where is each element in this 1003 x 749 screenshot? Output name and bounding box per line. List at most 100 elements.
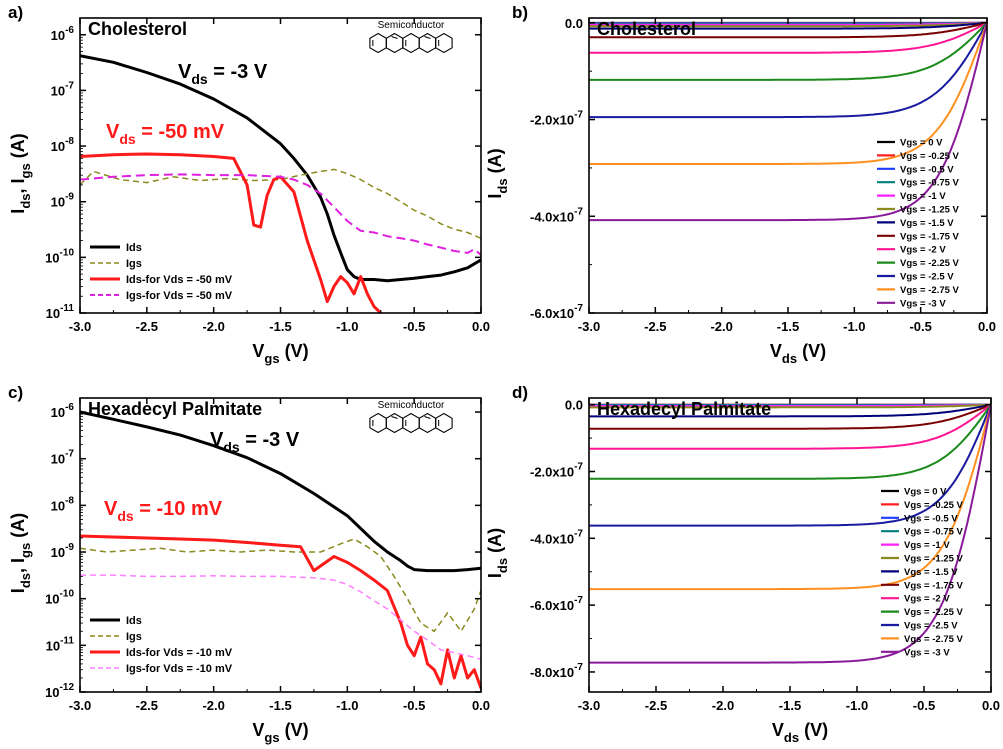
legend-label: Vgs = -3 V: [904, 647, 950, 658]
y-tick-base: -2.0x10: [530, 465, 574, 480]
iv-curve-9: [589, 403, 991, 480]
y-tick-exponent: -9: [65, 542, 74, 553]
x-tick-label: -3.0: [69, 319, 91, 334]
legend-label: Vgs = -0.25 V: [900, 151, 960, 162]
iv-curve-4: [589, 403, 991, 407]
annot-main: V: [104, 498, 118, 520]
iv-curve-7: [589, 403, 991, 430]
panel-letter: b): [512, 3, 528, 22]
x-tick-label: -2.5: [136, 319, 158, 334]
y-tick-exponent: -7: [574, 528, 583, 539]
legend-label: Vgs = -1.5 V: [904, 567, 958, 578]
annot-sub: ds: [191, 71, 208, 87]
annot-sub: ds: [117, 508, 134, 524]
x-tick-label: -3.0: [578, 698, 600, 713]
semiconductor-label: Semiconductor: [378, 400, 445, 411]
y-tick-base: 0.0: [565, 16, 583, 31]
annot-main: V: [210, 429, 224, 451]
x-tick-label: -1.5: [269, 319, 291, 334]
y-title-bsub: gs: [18, 543, 33, 558]
y-tick-exponent: -7: [574, 462, 583, 473]
y-tick-label: 10-10: [45, 247, 74, 265]
x-tick-label: -0.5: [909, 319, 931, 334]
x-tick-label: -1.0: [336, 698, 358, 713]
y-tick-exponent: -8: [65, 495, 74, 506]
ring: [418, 32, 437, 54]
panel-letter: a): [8, 3, 23, 22]
x-title-main: V: [252, 341, 264, 361]
y-tick-label: 10-11: [46, 635, 75, 653]
legend-label: Vgs = -0.25 V: [904, 500, 964, 511]
pentacene-structure-icon: [369, 412, 453, 434]
legend-label: Ids: [126, 615, 142, 627]
y-tick-exponent: -10: [60, 589, 75, 600]
x-axis-title: Vds (V): [772, 720, 828, 745]
y-title-asub: ds: [495, 178, 510, 193]
x-tick-label: -1.0: [336, 319, 358, 334]
annot-rest: = -3 V: [208, 61, 268, 83]
legend-label: Ids-for Vds = -50 mV: [126, 274, 233, 286]
x-tick-label: -3.0: [578, 319, 600, 334]
iv-curve-6: [589, 21, 987, 30]
legend-label: Vgs = -1.25 V: [904, 554, 964, 565]
x-tick-label: -2.0: [710, 319, 732, 334]
y-title-bsub: gs: [18, 163, 33, 178]
y-tick-exponent: -12: [60, 682, 75, 693]
iv-curve-9: [589, 21, 987, 81]
x-title-main: V: [770, 341, 782, 361]
panel-d: d)-3.0 -2.5 -2.0 -1.5 -1.0 -0.5 0.00.0-2.0x10-…: [485, 383, 1000, 745]
y-title-asub: ds: [18, 194, 33, 209]
y-tick-exponent: -11: [60, 635, 74, 646]
y-tick-exponent: -7: [65, 449, 74, 460]
y-tick-label: 10-9: [51, 542, 75, 560]
y-title-a: I: [485, 573, 505, 578]
y-tick-base: 10: [45, 685, 59, 700]
legend-label: Vgs = -0.5 V: [904, 513, 958, 524]
ring: [418, 412, 437, 434]
iv-curve-4: [589, 21, 987, 26]
y-tick-exponent: -7: [574, 595, 583, 606]
series-line-2: [80, 152, 382, 313]
y-title-rest: (A): [485, 528, 505, 558]
y-tick-base: 10: [51, 28, 65, 43]
x-tick-label: -1.5: [269, 698, 291, 713]
y-title-b: , I: [8, 178, 28, 193]
vds-annotation: Vds = -50 mV: [106, 121, 225, 147]
series-line-3: [80, 574, 481, 661]
y-tick-base: -4.0x10: [530, 209, 574, 224]
series-line-3: [80, 173, 481, 256]
y-title-rest: (A): [8, 513, 28, 543]
series-line-1: [80, 538, 481, 633]
y-tick-exponent: -7: [65, 80, 74, 91]
y-title-rest: (A): [485, 148, 505, 178]
y-tick-label: 10-6: [51, 402, 75, 420]
x-title-rest: (V): [280, 720, 309, 740]
iv-curve-10: [589, 403, 991, 527]
y-tick-label: -8.0x10-7: [530, 662, 583, 680]
legend-label: Vgs = -2.5 V: [904, 621, 958, 632]
double-bond: [391, 36, 398, 39]
ring: [385, 412, 404, 434]
y-tick-exponent: -11: [60, 303, 74, 314]
panel-title: Hexadecyl Palmitate: [88, 399, 262, 419]
legend-label: Vgs = -1 V: [904, 540, 950, 551]
legend-label: Ids-for Vds = -10 mV: [126, 647, 233, 659]
y-title-rest: (A): [8, 133, 28, 163]
y-tick-base: 10: [45, 250, 59, 265]
x-tick-label: -1.0: [843, 319, 865, 334]
legend-label: Vgs = 0 V: [900, 138, 943, 149]
series-line-0: [80, 410, 481, 573]
y-title-b: , I: [8, 558, 28, 573]
vds-annotation: Vds = -3 V: [178, 61, 268, 87]
y-title-asub: ds: [495, 558, 510, 573]
x-tick-label: 0.0: [982, 698, 1000, 713]
ring: [385, 32, 404, 54]
annot-rest: = -10 mV: [134, 498, 223, 520]
y-tick-base: 10: [51, 405, 65, 420]
annot-sub: ds: [119, 131, 136, 147]
legend-label: Vgs = -2.5 V: [900, 272, 954, 283]
legend-label: Ids: [126, 242, 142, 254]
iv-curve-11: [589, 21, 987, 165]
y-tick-base: -2.0x10: [530, 113, 574, 128]
iv-curve-7: [589, 21, 987, 39]
